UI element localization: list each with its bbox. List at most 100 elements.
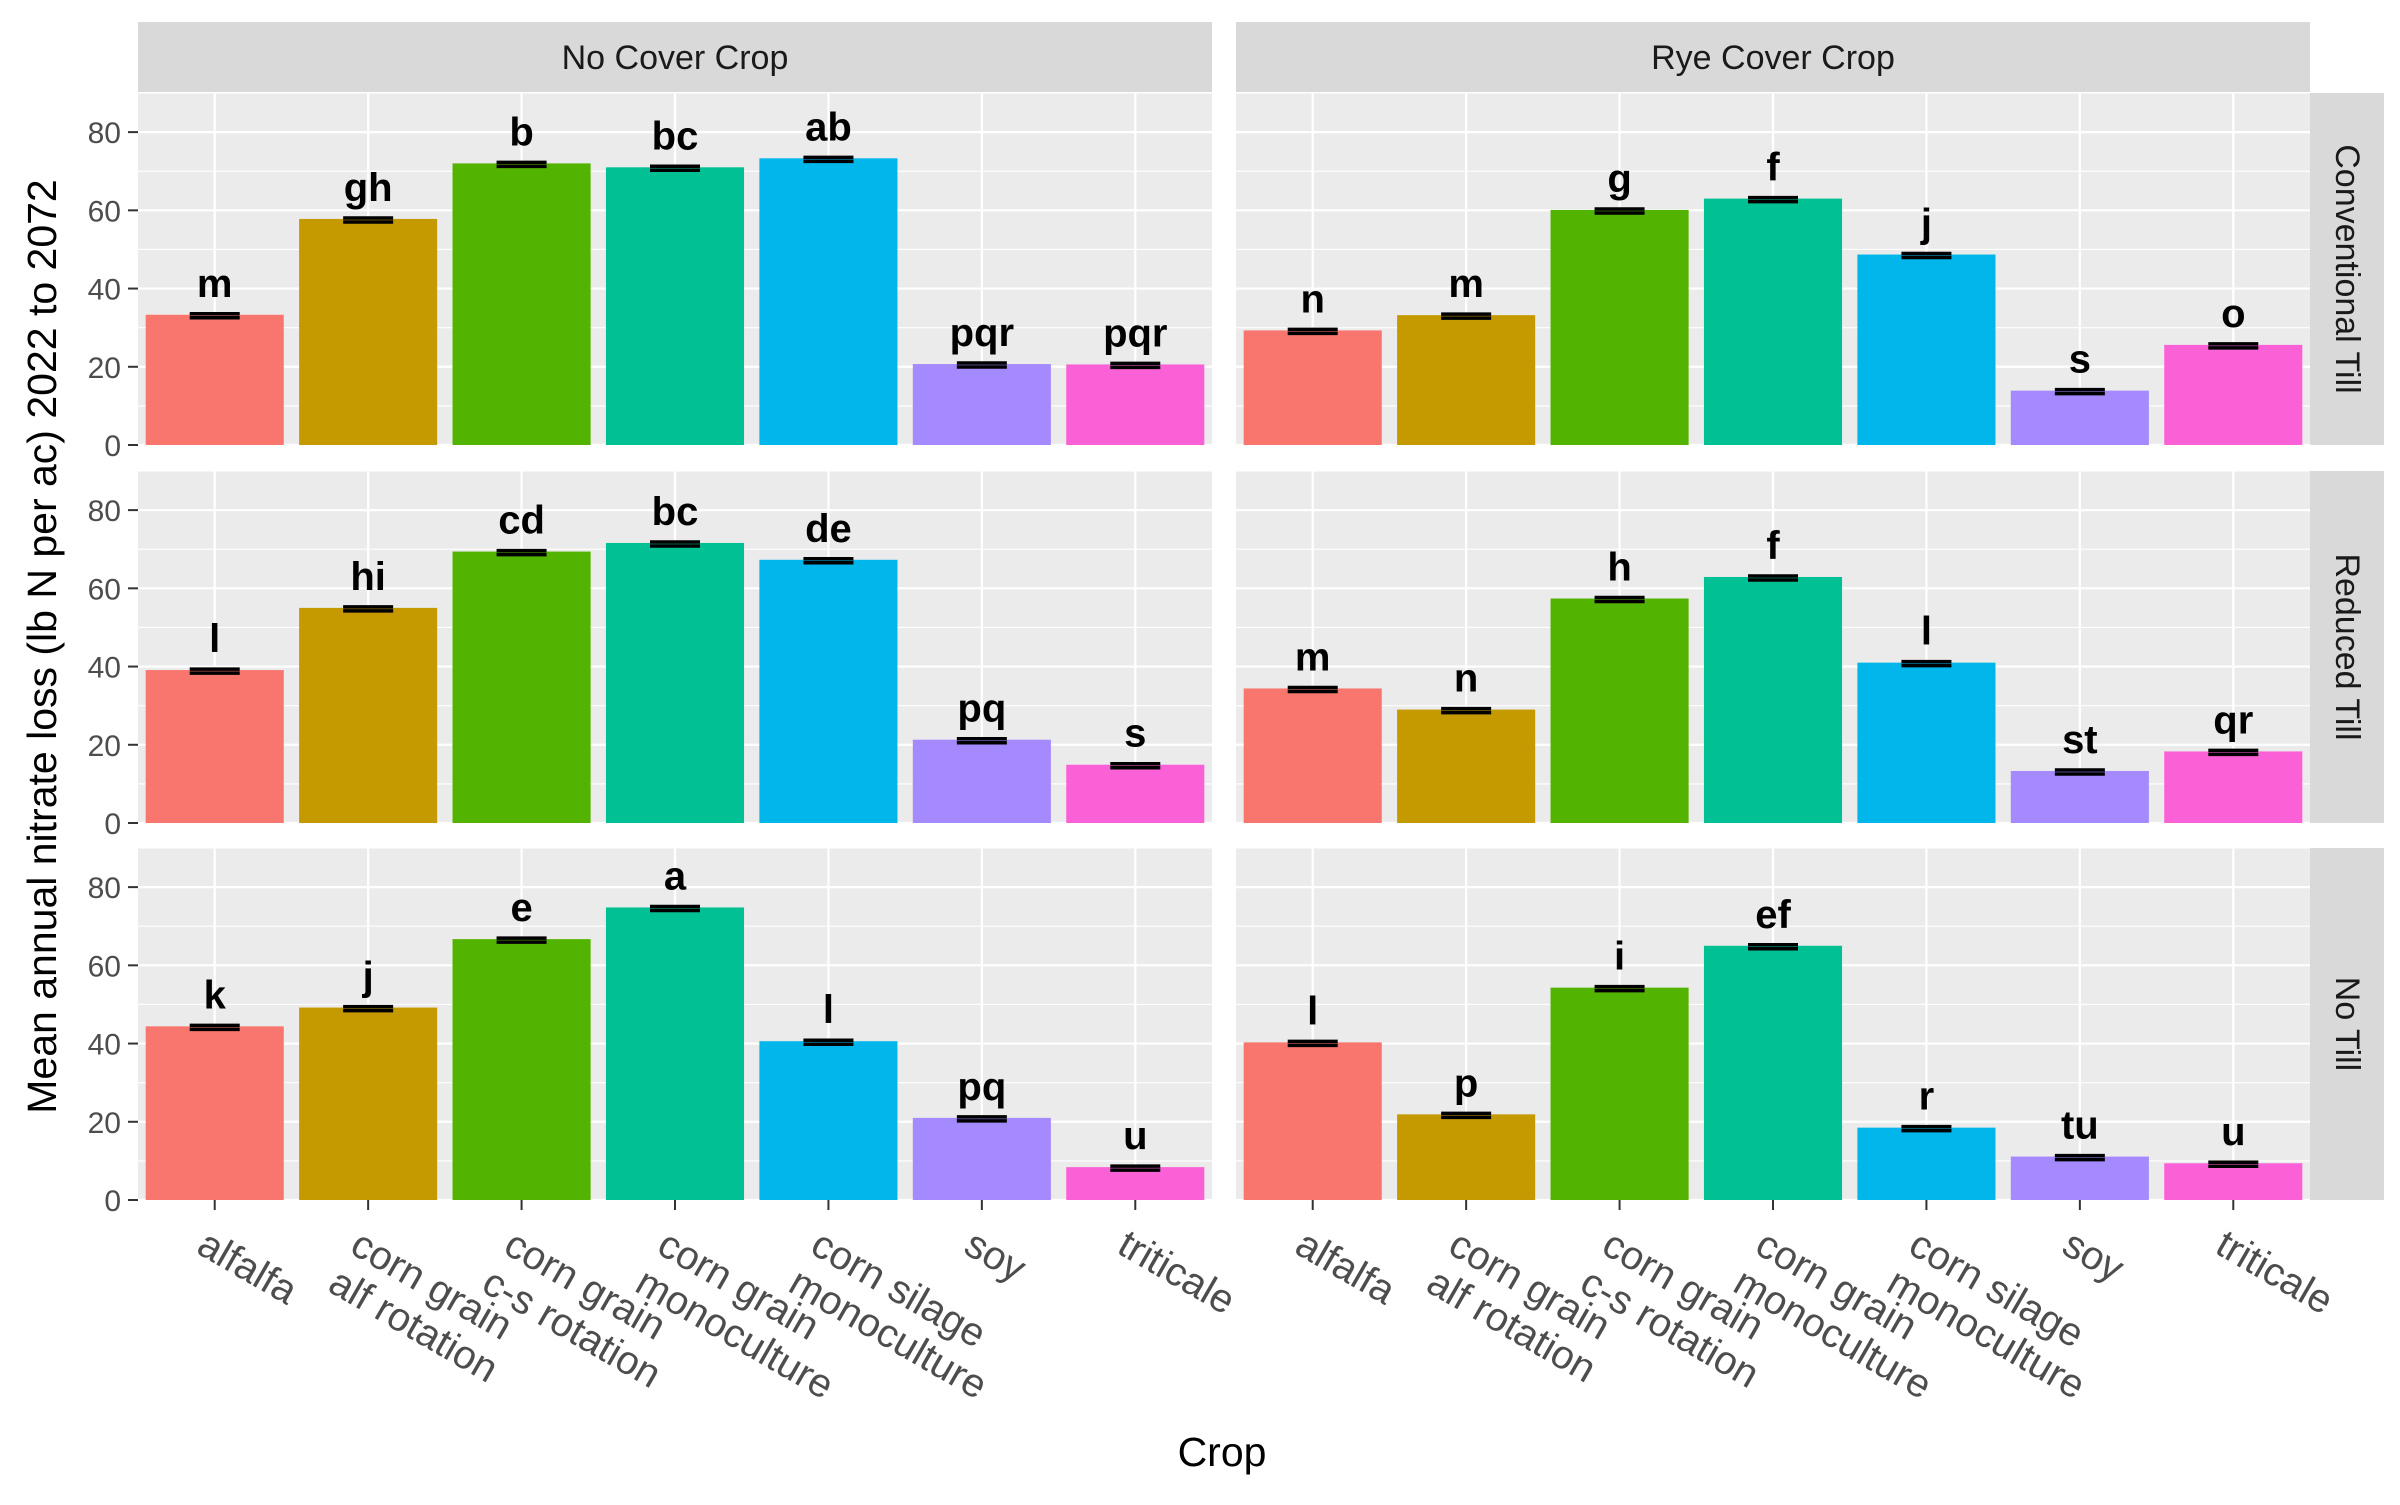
column-strip: [1236, 22, 2310, 92]
y-tick-label: 0: [104, 808, 121, 841]
significance-label: p: [1454, 1061, 1478, 1105]
bar: [1857, 662, 1996, 823]
bar: [1066, 1167, 1205, 1200]
significance-label: de: [805, 507, 852, 551]
x-tick-label: triticale: [2209, 1222, 2341, 1323]
y-tick-label: 80: [88, 495, 121, 528]
bar: [1857, 1127, 1996, 1200]
bar: [605, 907, 745, 1200]
bar: [145, 670, 284, 823]
significance-label: pq: [957, 1065, 1006, 1109]
y-tick-label: 60: [88, 573, 121, 606]
bar: [1703, 945, 1843, 1200]
bar: [2164, 751, 2303, 823]
bar: [912, 739, 1051, 823]
x-tick-label-line: alfalfa: [1288, 1222, 1403, 1314]
bar: [299, 218, 438, 445]
significance-label: k: [204, 973, 227, 1017]
significance-label: f: [1766, 146, 1780, 190]
significance-label: cd: [498, 499, 545, 543]
bar: [1243, 688, 1382, 823]
x-tick-label-line: triticale: [2209, 1222, 2341, 1323]
bar: [2010, 390, 2149, 445]
y-tick-label: 0: [104, 430, 121, 463]
y-tick-label: 40: [88, 1029, 121, 1062]
y-tick-label: 80: [88, 117, 121, 150]
row-strip-label: Conventional Till: [2328, 144, 2366, 393]
y-tick-label: 0: [104, 1185, 121, 1218]
y-tick-label: 60: [88, 950, 121, 983]
row-strip: [2310, 848, 2384, 1200]
bar: [2164, 344, 2303, 445]
bar: [2010, 770, 2149, 823]
significance-label: j: [1920, 202, 1932, 246]
bar: [1243, 1042, 1382, 1200]
significance-label: n: [1300, 277, 1324, 321]
significance-label: n: [1454, 657, 1478, 701]
y-tick-label: 20: [88, 1107, 121, 1140]
bar: [1397, 315, 1536, 445]
significance-label: gh: [344, 166, 393, 210]
x-tick-label: alfalfa: [190, 1222, 305, 1314]
x-tick-label: soy: [2055, 1222, 2131, 1291]
y-axis-title: Mean annual nitrate loss (lb N per ac) 2…: [19, 179, 65, 1113]
x-tick-label: triticale: [1111, 1222, 1243, 1323]
bar: [759, 158, 898, 445]
x-tick-label: soy: [957, 1222, 1033, 1291]
row-strip: [2310, 93, 2384, 445]
bar: [452, 163, 591, 445]
bar: [1397, 1114, 1536, 1200]
row-strip: [2310, 471, 2384, 823]
significance-label: st: [2062, 718, 2098, 762]
significance-label: h: [1607, 546, 1631, 590]
significance-label: o: [2221, 292, 2245, 336]
row-strip-label: Reduced Till: [2328, 553, 2366, 740]
bar: [145, 314, 284, 445]
significance-label: hi: [350, 555, 386, 599]
y-tick-label: 60: [88, 195, 121, 228]
x-tick-label-line: alfalfa: [190, 1222, 305, 1314]
y-tick-label: 40: [88, 652, 121, 685]
bar: [1243, 330, 1382, 445]
significance-label: pq: [957, 687, 1006, 731]
bar: [605, 167, 745, 446]
significance-label: a: [664, 854, 687, 898]
bar: [605, 542, 745, 823]
x-tick-label-line: soy: [2055, 1222, 2131, 1291]
significance-label: bc: [652, 114, 699, 158]
bar: [1066, 364, 1205, 445]
significance-label: m: [1295, 635, 1331, 679]
significance-label: s: [1124, 712, 1146, 756]
row-strip-label: No Till: [2328, 977, 2366, 1071]
bar: [759, 1041, 898, 1200]
bar: [912, 364, 1051, 445]
bar: [299, 607, 438, 823]
bar: [452, 939, 591, 1200]
bar: [1550, 987, 1689, 1200]
y-tick-label: 20: [88, 730, 121, 763]
bar: [145, 1026, 284, 1200]
significance-label: ab: [805, 105, 852, 149]
y-tick-label: 80: [88, 872, 121, 905]
bar: [299, 1007, 438, 1200]
bar: [1066, 764, 1205, 823]
x-tick-label: alfalfa: [1288, 1222, 1403, 1314]
bar: [1550, 598, 1689, 823]
bar: [759, 559, 898, 823]
significance-label: j: [362, 955, 374, 999]
x-tick-label-line: triticale: [1111, 1222, 1243, 1323]
significance-label: g: [1607, 157, 1631, 201]
significance-label: m: [197, 262, 233, 306]
bar: [1703, 198, 1843, 445]
y-tick-label: 40: [88, 274, 121, 307]
significance-label: qr: [2213, 698, 2253, 742]
x-axis-title: Crop: [1178, 1429, 1267, 1475]
significance-label: s: [2069, 338, 2091, 382]
significance-label: ef: [1755, 893, 1791, 937]
significance-label: l: [209, 617, 220, 661]
column-strip: [138, 22, 1212, 92]
significance-label: bc: [652, 490, 699, 534]
significance-label: l: [823, 988, 834, 1032]
significance-label: l: [1921, 610, 1932, 654]
